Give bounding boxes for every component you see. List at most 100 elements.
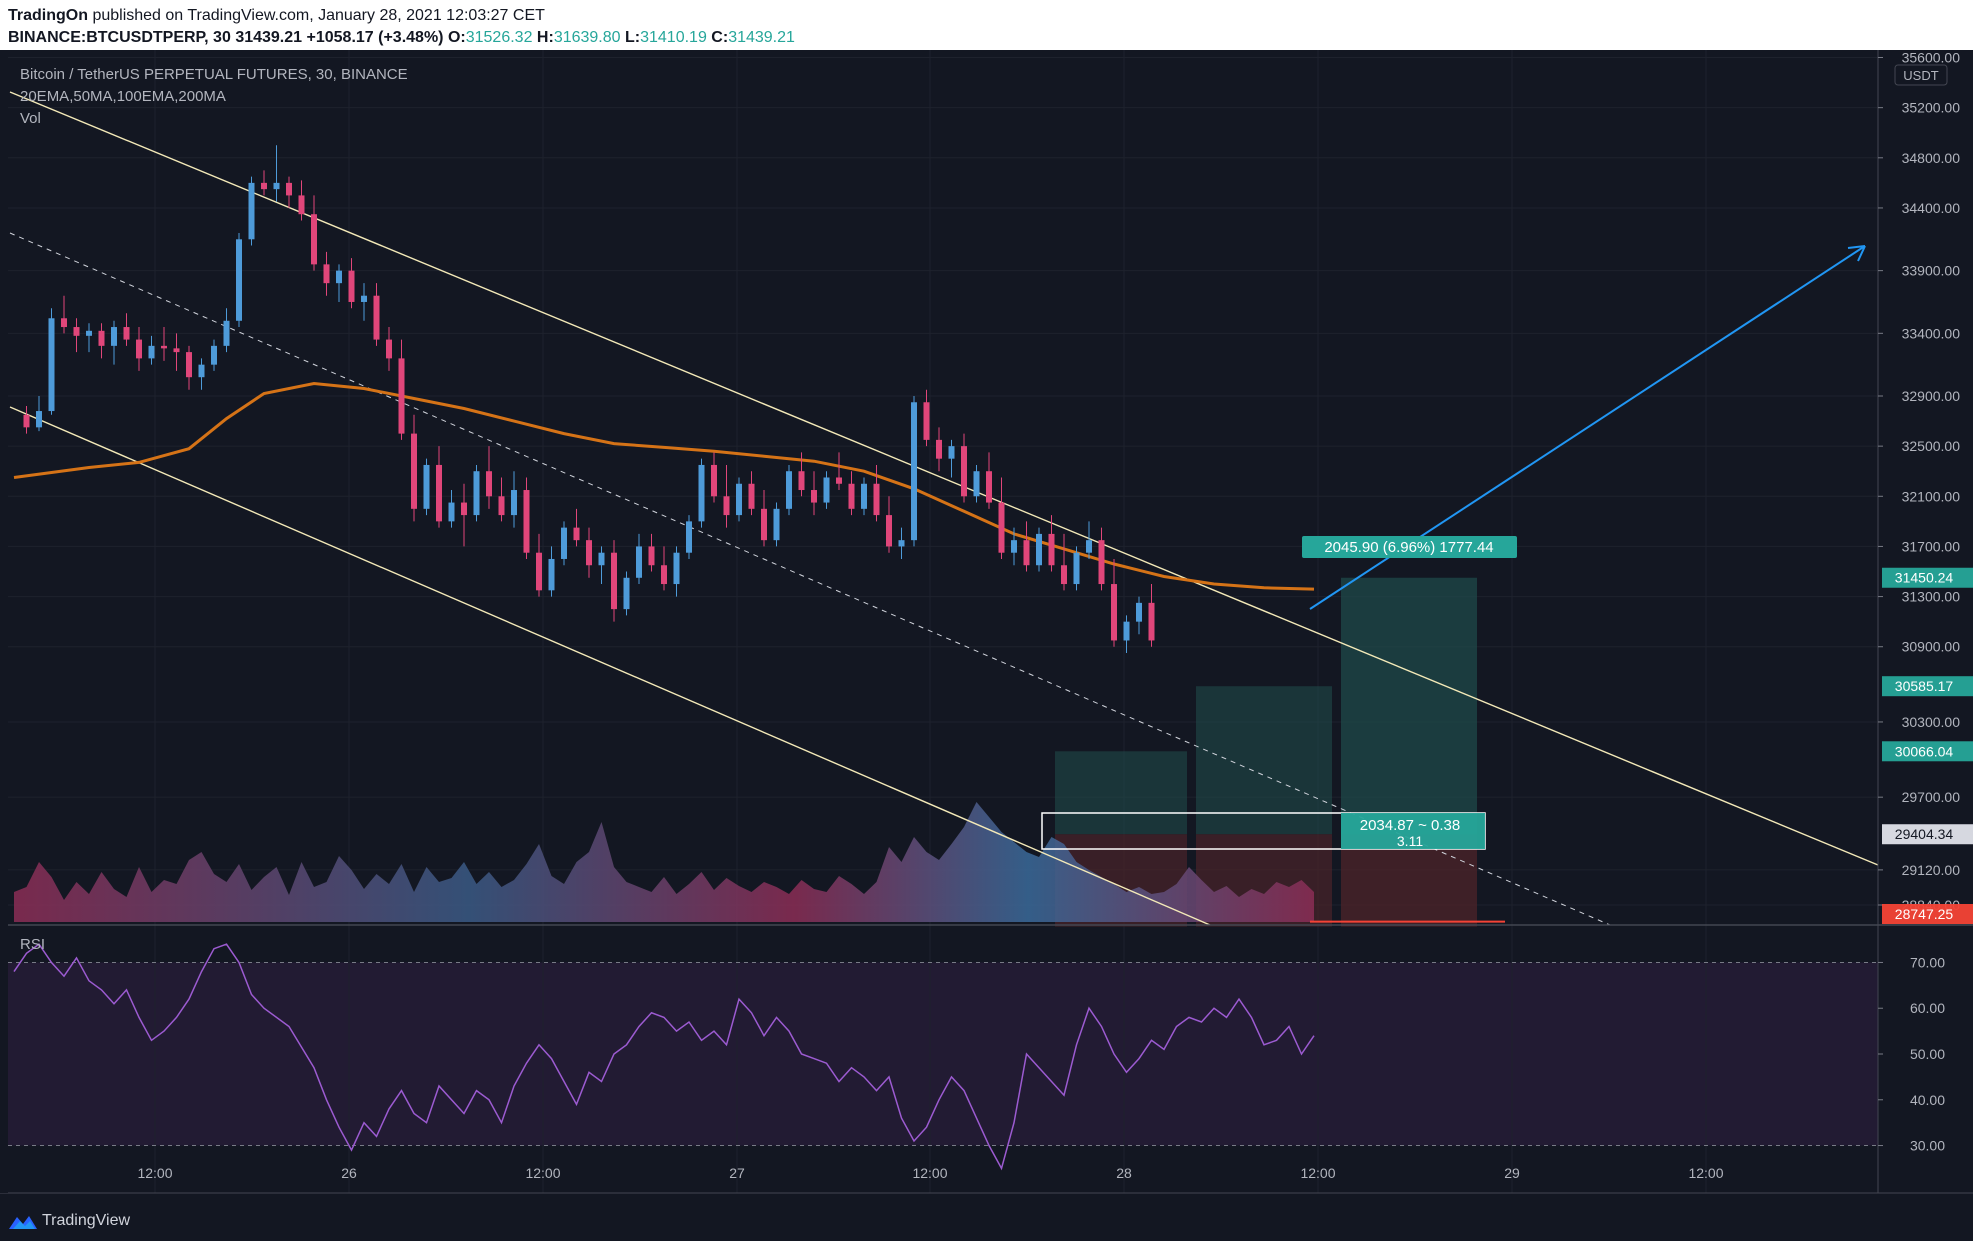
rsi-tick-label: 30.00 (1910, 1138, 1945, 1154)
measure-label-line-1: 2034.87 ~ 0.38 (1360, 817, 1461, 834)
candle-body (273, 182, 280, 190)
price-label: 28747.25 (1895, 906, 1954, 922)
candle-body (511, 490, 517, 516)
candle-body (586, 540, 592, 566)
candle-body (561, 527, 567, 559)
candle-body (111, 327, 117, 346)
target-zone-3 (1055, 751, 1187, 835)
currency-badge (1894, 64, 1948, 86)
candle-body (48, 318, 55, 412)
candle-body (411, 433, 417, 509)
candle-body (836, 477, 842, 484)
rsi-tick-label: 60.00 (1910, 1000, 1945, 1016)
candle-body (136, 339, 142, 359)
candle-body (1048, 533, 1055, 566)
candle-body (823, 477, 830, 503)
candle-body (698, 464, 705, 522)
candle-body (1061, 565, 1067, 585)
price-tick-label: 31700.00 (1902, 538, 1961, 554)
candle-body (298, 195, 305, 215)
volume-area (14, 802, 1314, 922)
candle-body (748, 483, 755, 509)
price-label: 30066.04 (1895, 743, 1954, 759)
target-zone-2 (1196, 686, 1332, 835)
low-value: 31410.19 (640, 29, 707, 46)
candle-body (598, 552, 605, 566)
last-price: 31439.21 (235, 29, 303, 46)
candle-body (348, 270, 355, 302)
candle-body (286, 182, 292, 196)
candle-body (711, 464, 717, 497)
channel-mid-line (9, 232, 1611, 926)
high-label: H: (536, 29, 554, 46)
rsi-legend[interactable]: RSI (20, 936, 46, 953)
candle-body (173, 348, 180, 353)
candle-body (623, 577, 630, 610)
candle-body (648, 546, 655, 566)
candle-body (448, 502, 455, 522)
chart-title: Bitcoin / TetherUS PERPETUAL FUTURES, 30… (20, 66, 408, 83)
rsi-line (13, 943, 1315, 1171)
candle-body (323, 264, 330, 284)
candle-body (536, 552, 542, 591)
symbol-line: BINANCE:BTCUSDTPERP, 30 (8, 29, 231, 46)
candle-body (398, 358, 405, 434)
price-tick-label: 30900.00 (1902, 639, 1961, 655)
candle-body (1073, 552, 1080, 585)
time-tick-label: 26 (341, 1165, 357, 1181)
candle-body (423, 464, 430, 509)
left-edge (0, 50, 8, 1193)
candle-body (961, 446, 967, 497)
candle-body (548, 558, 555, 591)
open-label: O: (447, 29, 466, 46)
price-label-box (1882, 567, 1973, 588)
candle-body (61, 318, 67, 328)
price-label-box (1882, 741, 1973, 762)
candle-body (1011, 540, 1017, 553)
price-label-box (1882, 676, 1973, 697)
candle-body (186, 352, 192, 378)
candle-body (1098, 540, 1105, 585)
tradingview-brand[interactable]: TradingView (42, 1212, 131, 1229)
channel-upper-line (9, 91, 1879, 866)
indicators-legend[interactable]: 20EMA,50MA,100EMA,200MA (20, 88, 226, 105)
candle-body (248, 182, 255, 240)
candle-body (236, 239, 242, 321)
candle-body (436, 464, 442, 522)
rsi-band (8, 962, 1878, 1146)
time-tick-label: 27 (729, 1165, 745, 1181)
time-tick-label: 29 (1504, 1165, 1520, 1181)
candle-body (498, 496, 505, 516)
open-value: 31526.32 (465, 29, 533, 46)
candle-body (923, 402, 930, 440)
candle-body (786, 471, 792, 509)
time-tick-label: 12:00 (525, 1165, 560, 1181)
chart-area[interactable]: 2045.90 (6.96%) 1777.44 2034.87 ~ 0.383.1… (0, 50, 1973, 1201)
candle-body (898, 540, 905, 547)
volume-legend[interactable]: Vol (20, 110, 41, 127)
currency-label: USDT (1903, 68, 1938, 83)
candle-body (523, 490, 530, 553)
candle-body (573, 527, 580, 541)
candle-body (798, 471, 805, 491)
price-label: 31450.24 (1895, 570, 1954, 586)
ohlc-line: BINANCE:BTCUSDTPERP, 30 31439.21 +1058.1… (8, 29, 795, 47)
time-tick-label: 28 (1116, 1165, 1132, 1181)
price-change: +1058.17 (+3.48%) (306, 29, 444, 46)
candle-body (36, 411, 42, 428)
price-tick-label: 29120.00 (1902, 862, 1961, 878)
channel-lower-line (9, 406, 1211, 926)
price-tick-label: 34400.00 (1902, 200, 1961, 216)
publisher-name[interactable]: TradingOn (8, 7, 88, 24)
price-label-box (1882, 904, 1973, 924)
candle-body (148, 345, 155, 359)
tradingview-logo-icon (9, 1216, 37, 1229)
candle-body (223, 320, 230, 346)
price-tick-label: 29700.00 (1902, 789, 1961, 805)
candle-body (686, 521, 692, 553)
close-value: 31439.21 (728, 29, 795, 46)
candle-body (311, 214, 317, 265)
candle-body (848, 483, 855, 509)
candle-body (386, 339, 392, 359)
candle-body (123, 327, 130, 340)
